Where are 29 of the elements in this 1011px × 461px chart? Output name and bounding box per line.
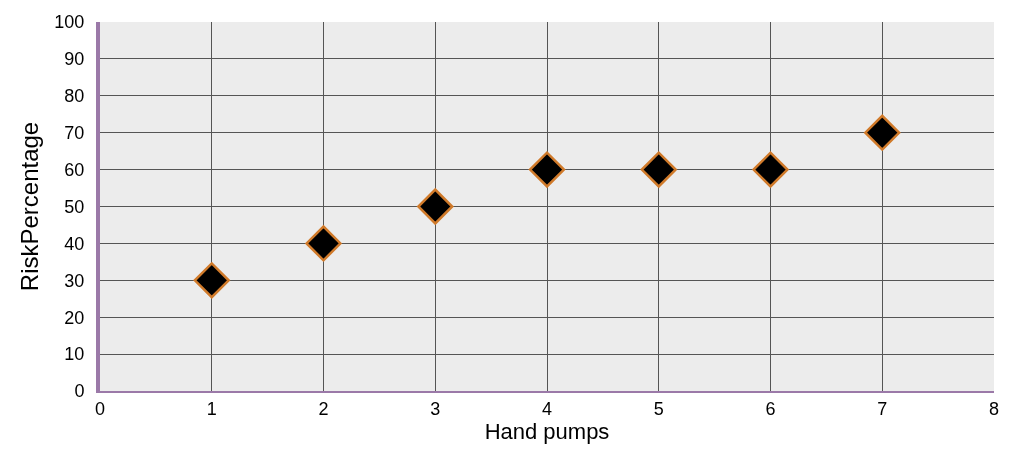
y-tick-label: 60 — [64, 159, 85, 180]
y-tick-label: 40 — [64, 233, 85, 254]
y-tick-label: 50 — [64, 196, 85, 217]
y-tick-label: 70 — [64, 123, 85, 143]
point — [305, 225, 342, 262]
y-tick-label: 10 — [64, 344, 85, 365]
y-tick-label: 100 — [54, 12, 85, 33]
x-tick-label: 2 — [318, 398, 329, 419]
point — [864, 114, 901, 151]
y-tick-label: 0 — [74, 381, 85, 402]
x-tick-label: 7 — [877, 398, 888, 419]
x-tick-label: 0 — [94, 398, 106, 419]
point — [417, 188, 454, 225]
x-tick-label: 5 — [653, 398, 664, 419]
point — [752, 151, 789, 188]
y-tick-label: 90 — [64, 49, 85, 70]
y-tick-label: 80 — [64, 86, 85, 107]
y-tick-label: 20 — [64, 307, 85, 328]
x-axis-title: Hand pumps — [484, 418, 610, 444]
x-tick-label: 4 — [541, 398, 553, 419]
x-tick-label: 6 — [765, 398, 776, 419]
y-axis-title: RiskPercentage — [15, 121, 43, 292]
x-tick-label: 3 — [430, 398, 441, 419]
point — [640, 151, 677, 188]
point — [193, 262, 230, 299]
x-tick-label: 1 — [206, 398, 217, 419]
x-tick-label: 8 — [988, 398, 1000, 419]
y-tick-label: 30 — [64, 270, 85, 291]
point — [528, 151, 566, 188]
